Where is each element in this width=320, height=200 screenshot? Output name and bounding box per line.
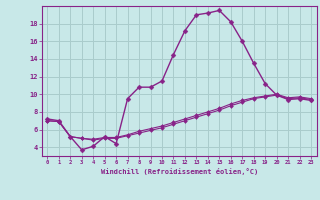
X-axis label: Windchill (Refroidissement éolien,°C): Windchill (Refroidissement éolien,°C) <box>100 168 258 175</box>
